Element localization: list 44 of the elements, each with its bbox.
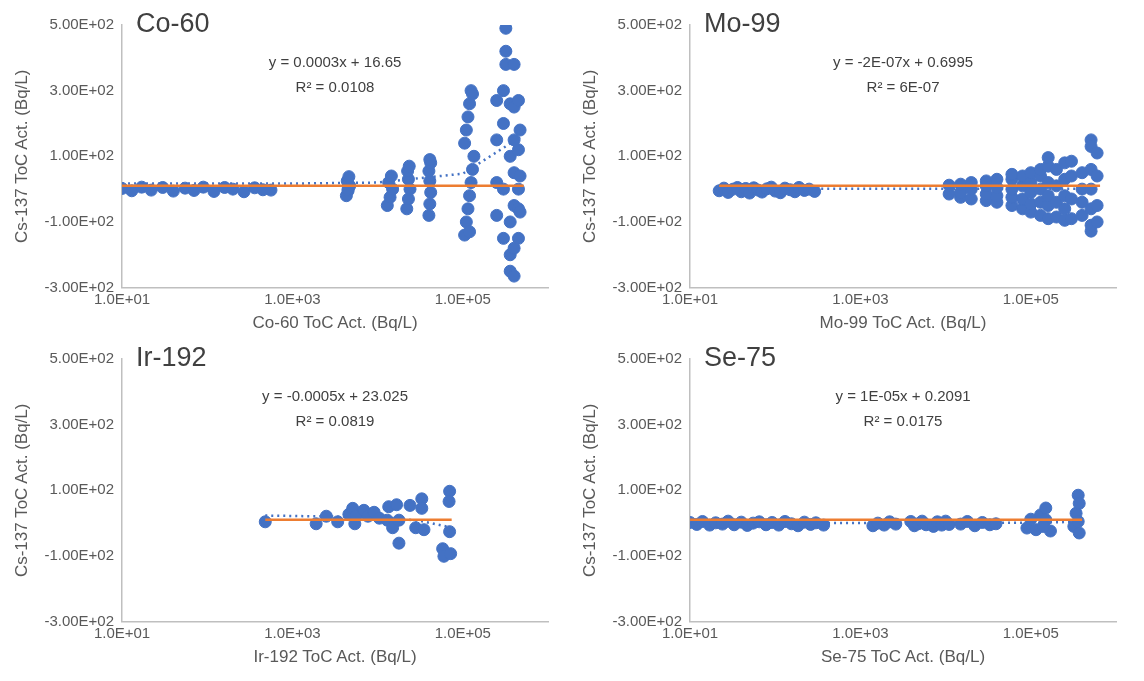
y-tick-label: 1.00E+02	[49, 480, 115, 498]
chart-title: Se-75	[704, 341, 777, 372]
annotation: y = 0.0003x + 16.65	[268, 52, 402, 70]
chart-title: Mo-99	[704, 7, 781, 38]
annotation: y = -2E-07x + 0.6995	[832, 52, 974, 70]
annotation: y = -0.0005x + 23.025	[262, 386, 408, 404]
x-axis-title: Co-60 ToC Act. (Bq/L)	[252, 313, 418, 333]
y-tick-label: 5.00E+02	[617, 15, 683, 33]
y-axis-title: Cs-137 ToC Act. (Bq/L)	[11, 403, 31, 578]
x-tick-label: 1.0E+05	[434, 623, 491, 641]
y-tick-label: 3.00E+02	[49, 80, 115, 98]
x-tick-label: 1.0E+05	[434, 289, 491, 307]
annotation: R² = 0.0108	[295, 77, 375, 95]
y-tick-label: -1.00E+02	[44, 212, 115, 230]
y-tick-label: 3.00E+02	[617, 414, 683, 432]
annotation: R² = 0.0819	[295, 411, 375, 429]
y-axis-title: Cs-137 ToC Act. (Bq/L)	[579, 403, 599, 578]
chart-title: Ir-192	[136, 341, 207, 372]
annotation: R² = 6E-07	[866, 77, 940, 95]
y-tick-label: 1.00E+02	[617, 480, 683, 498]
annotation: y = 1E-05x + 0.2091	[835, 386, 971, 404]
y-axis-title: Cs-137 ToC Act. (Bq/L)	[579, 69, 599, 244]
y-tick-label: -1.00E+02	[612, 212, 683, 230]
x-tick-label: 1.0E+03	[832, 289, 889, 307]
x-tick-label: 1.0E+03	[832, 623, 889, 641]
x-axis-title: Se-75 ToC Act. (Bq/L)	[820, 647, 986, 667]
annotation: R² = 0.0175	[863, 411, 943, 429]
x-tick-label: 1.0E+05	[1002, 289, 1059, 307]
x-axis-title: Mo-99 ToC Act. (Bq/L)	[819, 313, 987, 333]
y-tick-label: 5.00E+02	[617, 349, 683, 367]
chart-title: Co-60	[136, 7, 210, 38]
x-tick-label: 1.0E+03	[264, 289, 321, 307]
y-axis-title: Cs-137 ToC Act. (Bq/L)	[11, 69, 31, 244]
x-tick-label: 1.0E+05	[1002, 623, 1059, 641]
x-axis-title: Ir-192 ToC Act. (Bq/L)	[253, 647, 417, 667]
y-tick-label: 5.00E+02	[49, 15, 115, 33]
y-tick-label: 1.00E+02	[49, 146, 115, 164]
y-tick-label: 1.00E+02	[617, 146, 683, 164]
y-tick-label: -1.00E+02	[612, 546, 683, 564]
y-tick-label: 3.00E+02	[617, 80, 683, 98]
y-tick-label: -1.00E+02	[44, 546, 115, 564]
y-tick-label: 3.00E+02	[49, 414, 115, 432]
y-tick-label: 5.00E+02	[49, 349, 115, 367]
x-tick-label: 1.0E+03	[264, 623, 321, 641]
